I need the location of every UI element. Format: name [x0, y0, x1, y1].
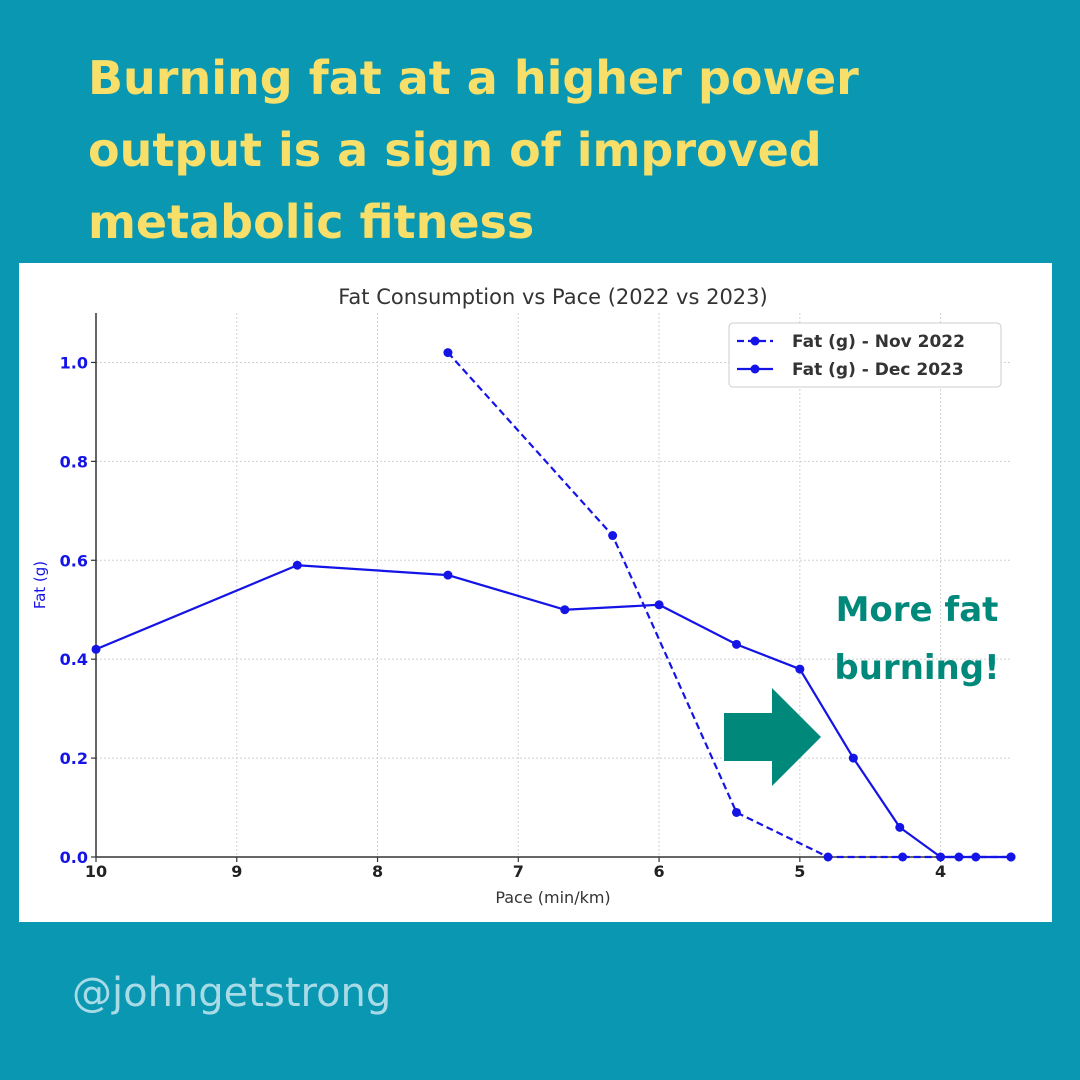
y-tick-label: 0.6: [60, 551, 88, 570]
fat-vs-pace-chart: Fat Consumption vs Pace (2022 vs 2023) 1…: [31, 285, 1016, 907]
chart-card: Fat Consumption vs Pace (2022 vs 2023) 1…: [19, 263, 1052, 922]
data-point-dec-2023: [732, 639, 741, 649]
y-tick-label: 1.0: [60, 353, 88, 372]
data-point-dec-2023: [654, 600, 664, 610]
annotation-line-1: More fat: [836, 590, 999, 630]
data-point-dec-2023: [954, 852, 964, 862]
data-point-dec-2023: [560, 605, 570, 615]
data-point-dec-2023: [971, 852, 981, 862]
x-tick-label: 6: [654, 862, 665, 881]
annotation-line-2: burning!: [834, 648, 999, 688]
legend-label-nov-2022: Fat (g) - Nov 2022: [792, 332, 965, 352]
x-tick-label: 5: [794, 862, 805, 881]
author-handle: @johngetstrong: [72, 970, 392, 1016]
chart-title: Fat Consumption vs Pace (2022 vs 2023): [338, 285, 767, 309]
data-point-nov-2022: [823, 852, 833, 862]
y-tick-label: 0.0: [60, 848, 88, 867]
axes: [95, 313, 1011, 858]
data-point-dec-2023: [795, 664, 805, 674]
y-tick-label: 0.8: [60, 452, 88, 471]
right-arrow-icon: [724, 688, 821, 786]
legend-marker-nov-2022: [750, 336, 760, 346]
x-tick-label: 10: [85, 862, 107, 881]
series-line-nov-2022: [447, 351, 1011, 859]
data-point-nov-2022: [898, 852, 908, 862]
data-point-dec-2023: [848, 753, 858, 763]
y-tick-label: 0.2: [60, 749, 88, 768]
data-point-dec-2023: [936, 852, 946, 862]
headline: Burning fat at a higher power output is …: [88, 51, 859, 249]
data-point-dec-2023: [443, 570, 453, 580]
data-point-dec-2023: [292, 560, 302, 570]
series-layer: [91, 348, 1016, 862]
y-ticks: 0.0 0.2 0.4 0.6 0.8 1.0: [60, 353, 96, 867]
y-tick-label: 0.4: [60, 650, 88, 669]
x-axis-label: Pace (min/km): [495, 888, 610, 907]
x-tick-label: 9: [231, 862, 242, 881]
x-tick-label: 7: [513, 862, 524, 881]
data-point-nov-2022: [732, 807, 741, 817]
legend: Fat (g) - Nov 2022 Fat (g) - Dec 2023: [728, 322, 1002, 388]
data-point-nov-2022: [608, 531, 618, 541]
data-point-nov-2022: [443, 348, 453, 358]
legend-label-dec-2023: Fat (g) - Dec 2023: [792, 360, 964, 380]
x-tick-label: 4: [935, 862, 946, 881]
data-point-dec-2023: [91, 644, 101, 654]
legend-marker-dec-2023: [750, 364, 760, 374]
grid-lines: [95, 313, 1011, 858]
data-point-dec-2023: [1006, 852, 1016, 862]
x-tick-label: 8: [372, 862, 383, 881]
data-point-dec-2023: [895, 822, 905, 832]
legend-box: [728, 322, 1002, 388]
y-axis-label: Fat (g): [31, 561, 49, 609]
x-ticks: 10 9 8 7 6 5 4: [85, 857, 946, 881]
